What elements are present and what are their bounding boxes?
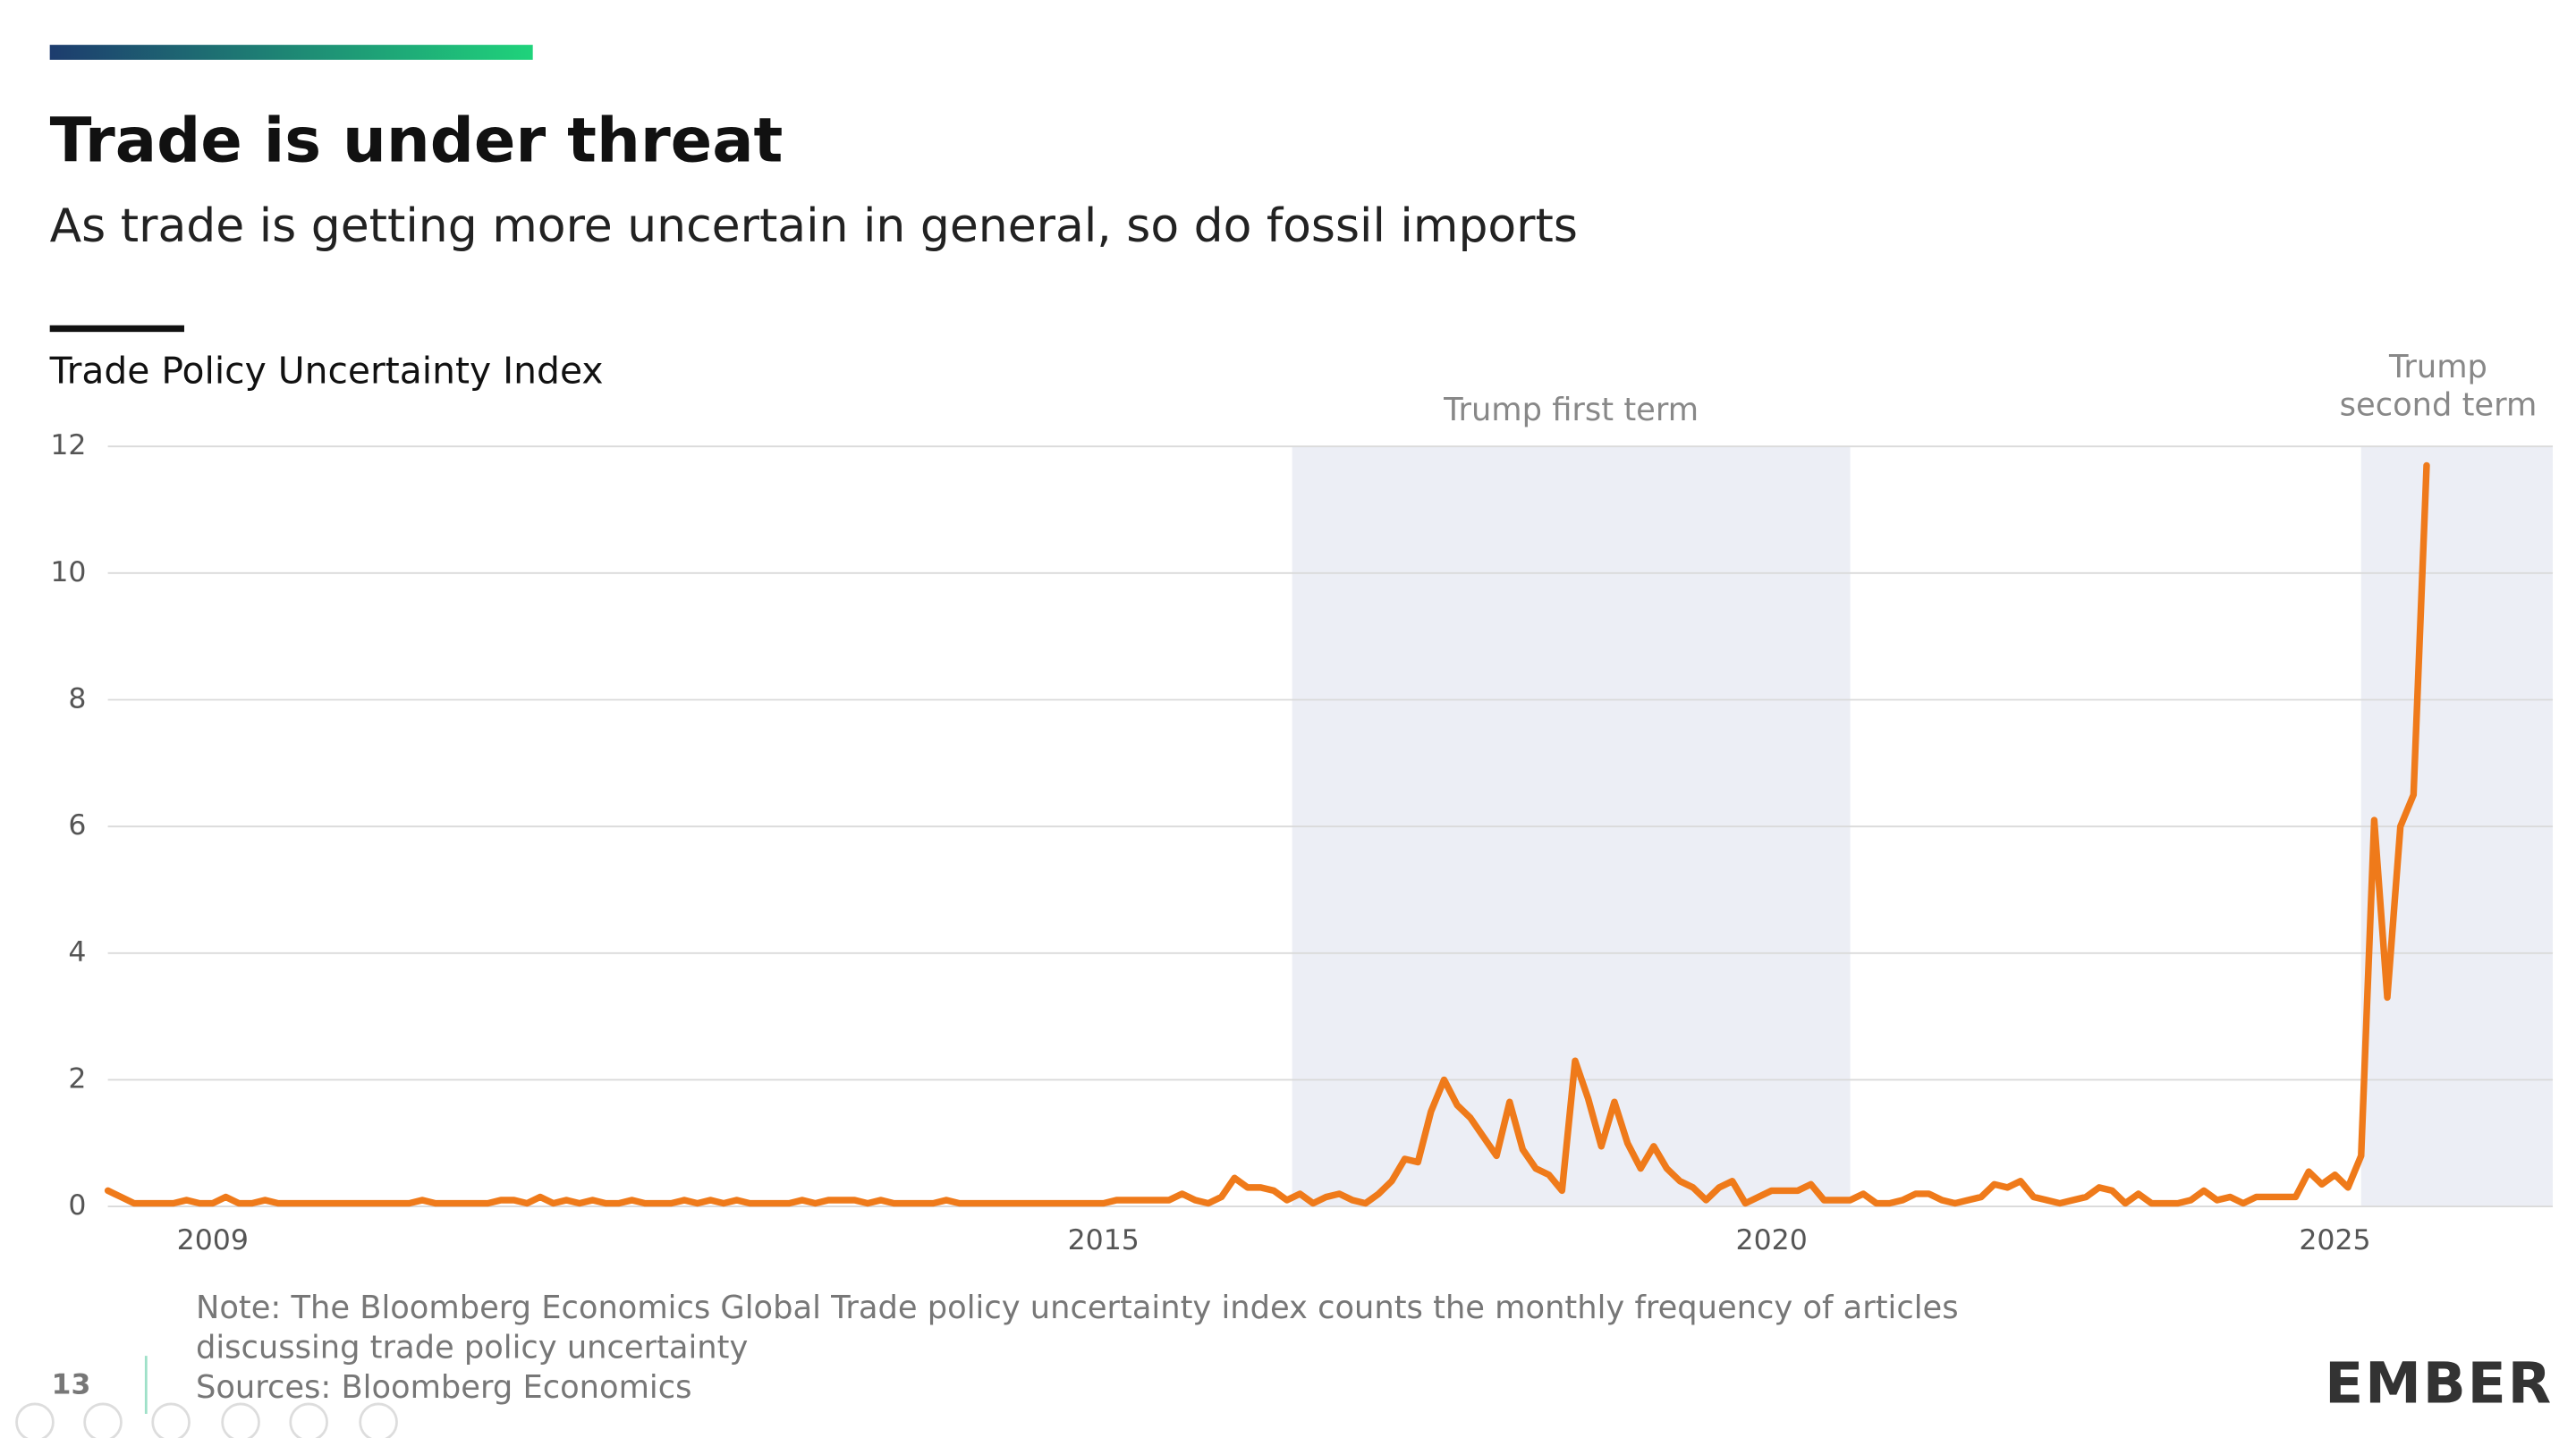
x-tick-label: 2020 <box>1736 1224 1808 1256</box>
nav-controls[interactable] <box>15 1402 398 1438</box>
source: Sources: Bloomberg Economics <box>196 1369 691 1406</box>
note: discussing trade policy uncertainty <box>196 1330 748 1366</box>
y-tick-label: 10 <box>50 556 86 588</box>
logo: EMBER <box>2325 1349 2553 1416</box>
y-tick-label: 12 <box>50 429 86 461</box>
annotation: Trump <box>2388 349 2487 385</box>
x-tick-label: 2025 <box>2299 1224 2370 1256</box>
accent-bar <box>49 45 533 60</box>
annotation: second term <box>2340 387 2538 424</box>
annotation: Trump first term <box>1443 392 1699 428</box>
title: Trade is under threat <box>50 106 784 177</box>
y-tick-label: 4 <box>68 936 86 969</box>
x-tick-label: 2009 <box>177 1224 249 1256</box>
divider <box>49 325 184 333</box>
x-tick-label: 2015 <box>1068 1224 1140 1256</box>
y-axis-title: Trade Policy Uncertainty Index <box>49 350 604 393</box>
y-tick-label: 0 <box>68 1189 86 1222</box>
data-line <box>104 461 2430 1207</box>
y-tick-label: 8 <box>68 683 86 715</box>
note: Note: The Bloomberg Economics Global Tra… <box>196 1290 1959 1326</box>
subtitle: As trade is getting more uncertain in ge… <box>50 199 1578 253</box>
y-tick-label: 6 <box>68 809 86 842</box>
page-number: 13 <box>52 1369 91 1401</box>
y-tick-label: 2 <box>68 1062 86 1095</box>
